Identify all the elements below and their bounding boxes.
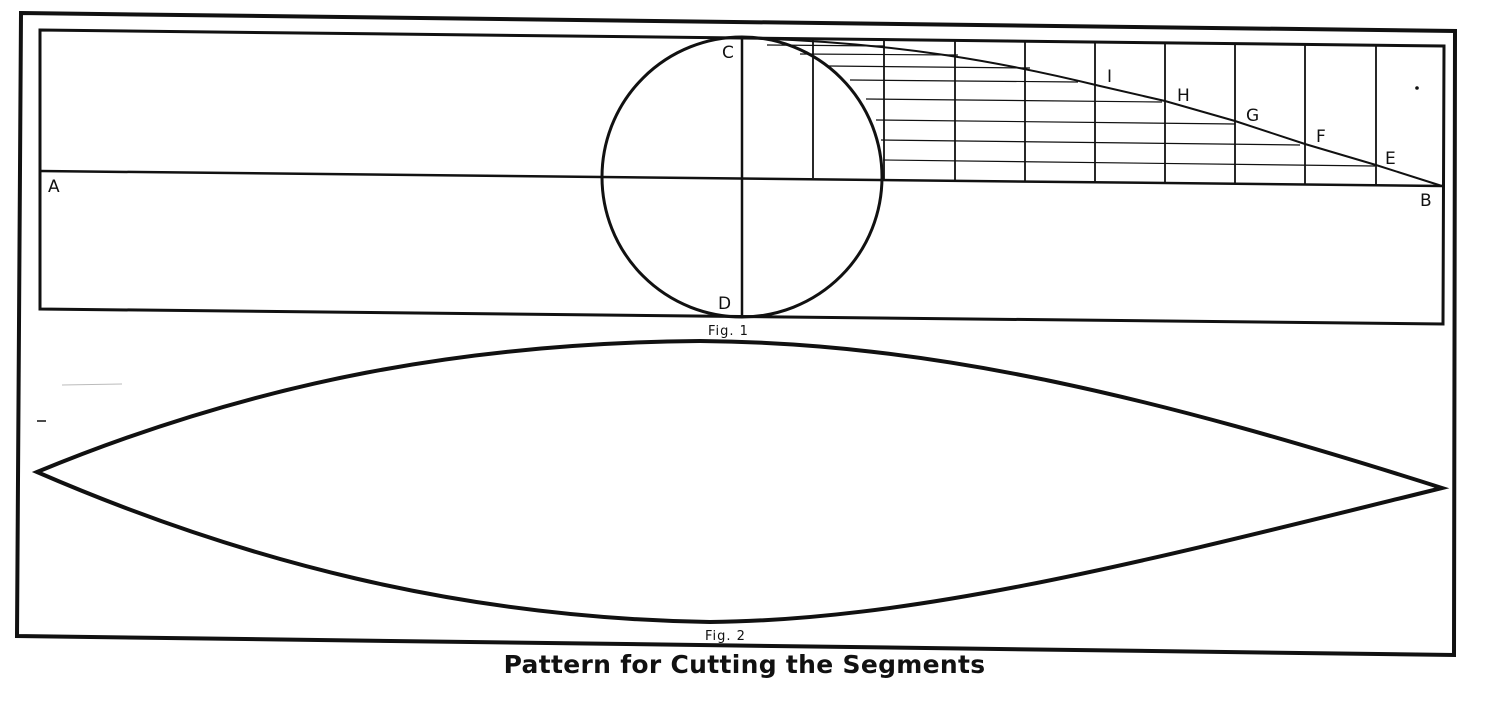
segment-pattern: [37, 341, 1442, 622]
fig1-label: Fig. 1: [708, 324, 749, 339]
curve-cb: [742, 38, 1442, 186]
caption: Pattern for Cutting the Segments: [0, 650, 1489, 679]
fig2-label: Fig. 2: [705, 629, 746, 644]
margin-mark: [62, 384, 122, 385]
horizontal-divisions: [767, 45, 1375, 166]
speck: [1415, 86, 1419, 90]
point-label-c: C: [722, 43, 734, 63]
point-label-f: F: [1316, 127, 1326, 147]
point-label-i: I: [1107, 67, 1112, 87]
point-label-g: G: [1246, 106, 1259, 126]
vertical-divisions: [813, 40, 1376, 185]
point-label-b: B: [1420, 191, 1432, 211]
point-label-a: A: [48, 177, 60, 197]
point-label-e: E: [1385, 149, 1396, 169]
point-label-d: D: [718, 294, 731, 314]
point-label-h: H: [1177, 86, 1190, 106]
